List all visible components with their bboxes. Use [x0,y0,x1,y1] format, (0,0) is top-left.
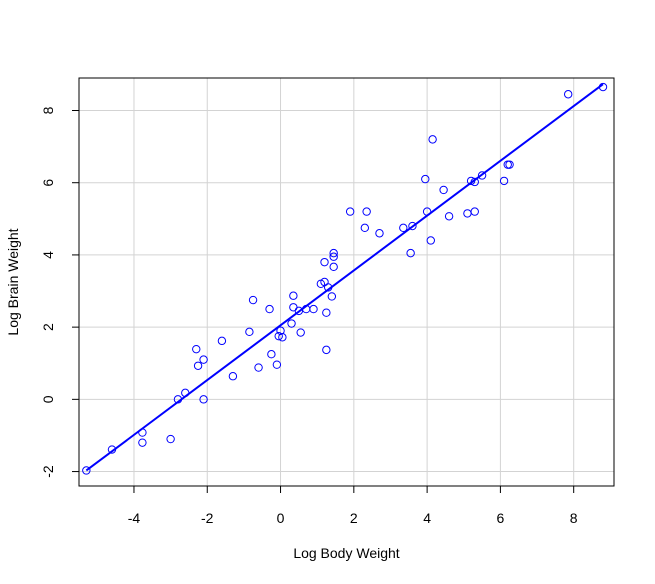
data-point [276,326,285,335]
data-point [199,355,208,364]
data-point [274,331,283,341]
data-point [463,209,472,218]
data-point [107,445,117,454]
data-point [254,363,263,372]
data-point [192,344,201,354]
x-tick-label: 8 [570,510,578,526]
x-axis: -4 -2 0 2 4 6 8 [128,486,578,526]
data-point [598,82,608,92]
data-point [267,350,276,359]
data-point [399,223,408,233]
y-tick-label: -2 [40,465,56,478]
data-point [360,223,370,233]
data-point [408,221,417,231]
data-point [362,207,371,216]
data-point [329,252,338,261]
y-tick-label: 0 [40,395,56,403]
data-point [505,160,514,169]
data-point [421,174,430,184]
x-axis-title: Log Body Weight [293,545,399,561]
regression-line [85,83,604,472]
data-point [477,171,487,180]
data-point [289,291,298,300]
data-point [296,328,305,337]
plot-frame [78,77,615,487]
data-point [470,177,479,187]
data-point [444,212,454,221]
data-point [345,207,355,216]
x-tick-label: 4 [423,510,431,526]
data-points [82,82,608,475]
y-axis-title: Log Brain Weight [5,228,21,335]
data-point [287,319,296,328]
data-point [406,248,415,258]
data-point [289,303,298,312]
x-tick-label: 0 [277,510,285,526]
data-point [322,345,331,355]
data-point [327,292,337,301]
data-point [329,248,338,258]
data-point [265,304,274,314]
regression-line-group [85,83,604,472]
y-tick-label: 6 [40,179,56,187]
data-point [138,428,147,437]
data-point [181,388,190,398]
data-point [426,236,435,245]
y-tick-label: 2 [40,323,56,331]
data-point [563,90,573,99]
data-point [323,283,333,292]
data-point [138,438,147,447]
y-tick-label: 8 [40,106,56,114]
data-point [466,176,476,186]
data-point [470,207,479,216]
data-point [309,304,318,314]
data-point [228,372,238,381]
x-tick-label: -2 [201,510,214,526]
x-tick-label: -4 [128,510,141,526]
data-point [245,327,254,337]
data-point [422,207,432,216]
data-point [166,434,175,444]
data-point [193,361,203,370]
data-point [503,160,512,169]
data-point [499,176,509,186]
data-point [322,308,331,317]
data-point [82,466,91,475]
x-tick-label: 6 [497,510,505,526]
data-point [439,185,448,195]
data-point [272,360,282,369]
data-point [320,257,329,267]
data-point [278,333,287,342]
data-point [199,395,208,404]
data-point [217,336,227,346]
data-point [375,229,384,238]
y-tick-label: 4 [40,251,56,259]
data-point [248,295,258,305]
data-point [428,135,437,144]
data-point [329,262,338,272]
grid-lines [79,78,614,486]
x-tick-label: 2 [350,510,358,526]
data-point [173,395,183,404]
y-axis: -2 0 2 4 6 8 [40,106,79,478]
